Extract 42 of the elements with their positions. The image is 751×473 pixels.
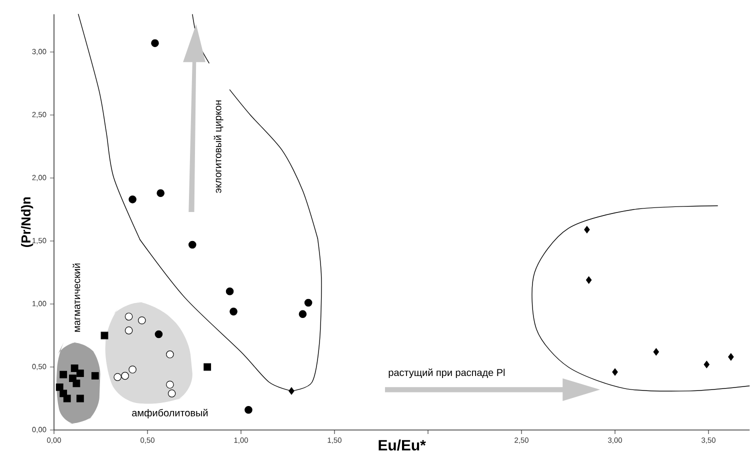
point: [653, 348, 659, 356]
point: [114, 373, 122, 381]
point: [584, 226, 590, 234]
point: [63, 394, 71, 402]
point: [138, 316, 146, 324]
point: [728, 353, 734, 361]
point: [586, 276, 592, 284]
point: [168, 390, 176, 398]
point: [230, 308, 238, 316]
point: [91, 372, 99, 380]
point: [151, 39, 159, 48]
annotation: амфиболитовый: [132, 408, 208, 418]
annotation: растущий при распаде Pl: [388, 368, 505, 378]
point: [124, 326, 133, 334]
point: [70, 364, 78, 372]
point: [154, 330, 163, 338]
point: [704, 360, 710, 368]
point: [204, 363, 212, 371]
y-axis-title: (Pr/Nd)n: [21, 197, 34, 247]
point: [298, 310, 307, 318]
point: [166, 380, 174, 389]
point: [76, 394, 84, 402]
x-axis-title: Eu/Eu*: [378, 440, 426, 451]
point: [304, 298, 312, 307]
point: [244, 406, 252, 414]
point: [226, 287, 234, 296]
point: [56, 383, 64, 391]
point: [124, 312, 133, 320]
point: [288, 387, 294, 395]
point: [612, 368, 618, 376]
point: [76, 370, 84, 377]
point: [166, 350, 174, 358]
point: [60, 370, 68, 378]
point: [128, 366, 136, 374]
point: [72, 380, 80, 388]
point: [156, 189, 164, 198]
annotation: магматический: [72, 264, 80, 332]
point: [188, 240, 196, 249]
point: [128, 196, 136, 204]
point: [100, 332, 108, 340]
annotation: эклогитовый циркон: [214, 100, 224, 193]
point: [121, 372, 129, 380]
